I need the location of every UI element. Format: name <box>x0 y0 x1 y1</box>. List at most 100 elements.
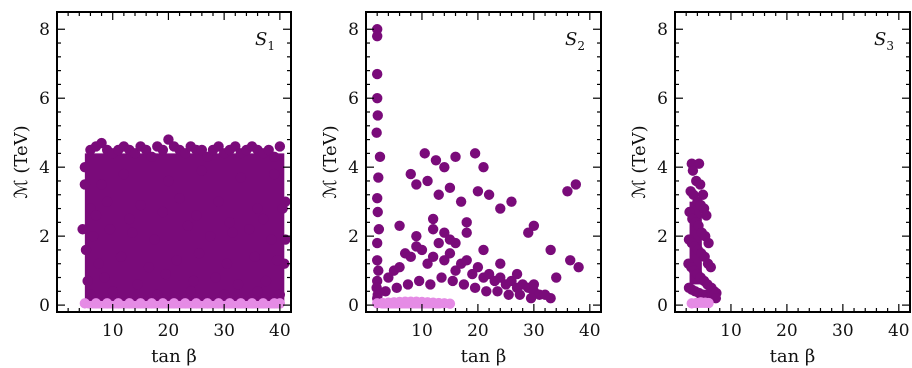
axes-frame <box>56 11 292 313</box>
data-point <box>127 227 138 238</box>
x-axis: 10 20 30 40 <box>685 12 911 341</box>
data-point <box>371 93 383 104</box>
y-axis: 0 2 4 6 8 <box>348 20 601 316</box>
y-tick-label: 0 <box>657 296 668 316</box>
data-point <box>193 248 205 259</box>
data-point <box>99 272 110 283</box>
data-point <box>271 255 283 266</box>
data-point <box>146 151 157 163</box>
data-point <box>244 224 255 235</box>
data-point <box>269 151 280 163</box>
data-point <box>469 282 481 294</box>
plot-area <box>683 158 722 309</box>
data-point <box>96 179 107 190</box>
y-tick-label: 0 <box>39 296 50 316</box>
data-point <box>495 258 506 269</box>
data-point <box>371 237 383 249</box>
data-point <box>188 275 199 287</box>
data-point <box>82 275 93 287</box>
data-point <box>503 289 514 300</box>
panel-title: S3 <box>874 29 894 53</box>
data-point <box>472 186 484 197</box>
data-point <box>157 206 169 218</box>
data-point <box>427 213 439 225</box>
low-band <box>691 300 709 308</box>
data-point <box>570 179 582 190</box>
x-tick-label: 20 <box>776 321 798 341</box>
data-point <box>213 196 224 207</box>
data-point <box>545 244 556 256</box>
data-point <box>118 168 130 180</box>
x-axis-label: tan β <box>461 346 507 367</box>
data-point <box>257 213 269 225</box>
data-point <box>425 279 436 290</box>
data-point <box>565 255 576 266</box>
data-point <box>405 251 416 263</box>
data-point <box>274 141 286 152</box>
data-point <box>422 258 433 269</box>
data-point <box>107 286 118 297</box>
data-point <box>693 158 705 169</box>
data-point <box>373 172 384 183</box>
data-point <box>461 227 472 238</box>
data-point <box>191 210 202 221</box>
data-point <box>458 279 470 290</box>
plot-area <box>371 24 584 309</box>
x-tick-label: 40 <box>579 321 601 341</box>
panel-title-subscript: 2 <box>577 39 585 53</box>
data-point <box>77 224 88 235</box>
data-point <box>152 289 163 300</box>
data-point <box>232 279 244 290</box>
data-point <box>433 237 444 249</box>
data-point <box>528 279 540 290</box>
data-point <box>525 293 537 304</box>
data-point <box>115 251 127 263</box>
low-band <box>84 300 285 309</box>
data-point <box>422 175 433 187</box>
data-point <box>461 217 472 228</box>
x-tick-label: 40 <box>888 321 910 341</box>
data-point <box>413 275 425 287</box>
data-point <box>140 144 152 156</box>
data-point <box>391 282 402 294</box>
y-tick-label: 4 <box>348 158 359 178</box>
x-axis: 10 20 30 40 <box>376 12 602 341</box>
data-point <box>447 275 458 287</box>
data-point <box>573 261 584 273</box>
data-point <box>224 217 235 228</box>
data-point <box>157 144 169 156</box>
data-point <box>160 268 171 280</box>
data-point <box>492 286 503 297</box>
data-point <box>545 293 556 304</box>
data-point <box>478 161 489 173</box>
data-point <box>394 220 405 231</box>
data-point <box>79 179 91 190</box>
data-point <box>383 272 394 283</box>
data-point <box>439 227 450 238</box>
data-point <box>551 272 562 283</box>
y-tick-label: 0 <box>348 296 359 316</box>
panel-s1: 10 20 30 40 0 2 4 6 8 tan β ℳ (TeV) S1 <box>11 11 292 367</box>
x-tick-label: 10 <box>102 321 124 341</box>
data-point <box>430 155 442 166</box>
data-point <box>269 168 280 180</box>
data-point <box>205 230 216 242</box>
y-tick-label: 6 <box>348 89 359 109</box>
x-tick-label: 30 <box>523 321 545 341</box>
data-point <box>196 144 208 156</box>
data-point <box>202 151 213 163</box>
data-point <box>687 165 699 176</box>
data-point <box>705 261 717 273</box>
x-tick-label: 40 <box>269 321 291 341</box>
data-point <box>90 210 102 221</box>
data-point <box>371 127 382 138</box>
data-point <box>439 255 450 266</box>
y-tick-label: 4 <box>657 158 668 178</box>
data-point <box>444 248 456 259</box>
data-point <box>371 30 383 42</box>
data-point <box>266 234 277 245</box>
data-point <box>701 210 712 221</box>
data-point <box>416 244 428 256</box>
y-tick-label: 8 <box>657 20 668 40</box>
